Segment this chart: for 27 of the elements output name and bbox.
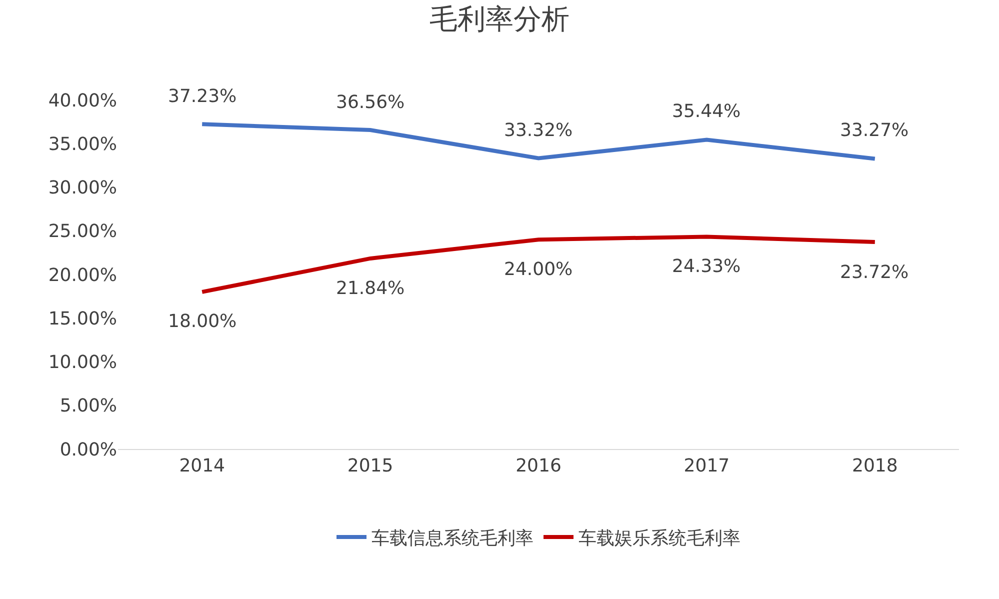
legend-label: 车载信息系统毛利率	[372, 528, 534, 550]
y-tick-label: 5.00%	[60, 396, 117, 417]
x-tick-label: 2014	[179, 456, 226, 477]
y-tick-label: 25.00%	[48, 221, 117, 242]
x-tick-label: 2016	[516, 456, 562, 477]
y-tick-label: 15.00%	[48, 308, 117, 330]
data-label: 36.56%	[336, 92, 405, 113]
y-tick-label: 40.00%	[48, 90, 117, 112]
y-tick-label: 10.00%	[48, 352, 117, 374]
data-label: 33.27%	[840, 120, 909, 141]
x-tick-label: 2018	[852, 456, 898, 477]
data-label: 24.33%	[672, 256, 741, 277]
y-tick-label: 20.00%	[48, 264, 117, 286]
x-tick-label: 2017	[684, 456, 730, 477]
data-label: 23.72%	[840, 262, 909, 283]
data-label: 18.00%	[168, 311, 237, 332]
data-label: 24.00%	[504, 259, 573, 280]
y-tick-label: 30.00%	[48, 178, 117, 199]
chart-title: 毛利率分析	[430, 2, 570, 36]
data-label: 35.44%	[672, 101, 741, 122]
data-label: 33.32%	[504, 120, 573, 141]
data-label: 21.84%	[336, 278, 405, 299]
legend-label: 车载娱乐系统毛利率	[578, 528, 740, 550]
x-tick-label: 2015	[347, 456, 394, 477]
y-tick-label: 0.00%	[60, 439, 117, 460]
data-label: 37.23%	[168, 86, 237, 107]
y-tick-label: 35.00%	[48, 134, 117, 155]
